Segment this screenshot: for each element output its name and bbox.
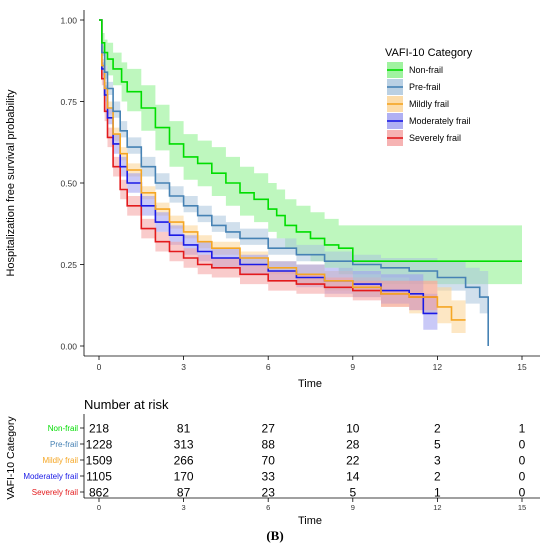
risk-cell: 22 <box>346 454 360 468</box>
risk-cell: 3 <box>434 454 441 468</box>
y-tick-label: 0.00 <box>60 342 77 352</box>
risk-cell: 70 <box>262 454 276 468</box>
risk-cell: 27 <box>262 422 276 436</box>
risk-row-label: Moderately frail <box>23 472 78 481</box>
risk-cell: 0 <box>519 470 526 484</box>
risk-cell: 1509 <box>86 454 113 468</box>
legend-label: Non-frail <box>409 65 443 75</box>
survival-curve-3 <box>99 19 438 315</box>
x-tick-label: 3 <box>181 362 186 372</box>
risk-x-tick-label: 12 <box>433 503 441 512</box>
risk-cell: 2 <box>434 470 441 484</box>
risk-cell: 88 <box>262 438 276 452</box>
legend-label: Moderately frail <box>409 116 471 126</box>
risk-cell: 0 <box>519 486 526 500</box>
legend: VAFI-10 Category Non-frail Pre-frail Mildl… <box>385 47 473 146</box>
risk-cell: 218 <box>89 422 109 436</box>
risk-cell: 10 <box>346 422 360 436</box>
risk-cell: 1228 <box>86 438 113 452</box>
x-tick-label: 9 <box>350 362 355 372</box>
x-tick-label: 6 <box>266 362 271 372</box>
risk-row-label: Pre-frail <box>50 440 78 449</box>
risk-cell: 170 <box>174 470 194 484</box>
risk-cell: 1 <box>519 422 526 436</box>
y-tick-label: 1.00 <box>60 16 77 26</box>
risk-row-label: Severely frail <box>32 488 78 497</box>
y-ticks: 0.00 0.25 0.50 0.75 1.00 <box>60 16 84 352</box>
risk-cell: 81 <box>177 422 191 436</box>
risk-cell: 862 <box>89 486 109 500</box>
survival-curve-2 <box>99 19 466 321</box>
risk-cell: 1 <box>434 486 441 500</box>
km-figure: 0.000.250.500.751.00 0 3 6 9 12 15 Time Hospi… <box>5 10 540 527</box>
risk-cell: 2 <box>434 422 441 436</box>
survival-curve-4 <box>99 19 438 298</box>
legend-label: Severely frail <box>409 133 461 143</box>
risk-cell: 313 <box>174 438 194 452</box>
risk-x-ticks: 0 3 6 9 12 15 <box>97 498 526 512</box>
risk-table-x-label: Time <box>298 515 322 527</box>
risk-cell: 266 <box>174 454 194 468</box>
legend-label: Pre-frail <box>409 82 441 92</box>
risk-row-label: Non-frail <box>48 424 78 433</box>
y-tick-label: 0.25 <box>60 260 77 270</box>
risk-cell: 14 <box>346 470 360 484</box>
risk-x-tick-label: 0 <box>97 503 101 512</box>
survival-curves <box>99 19 522 346</box>
risk-x-tick-label: 9 <box>351 503 355 512</box>
x-tick-label: 0 <box>97 362 102 372</box>
risk-x-tick-label: 6 <box>266 503 270 512</box>
x-axis-label: Time <box>298 378 322 390</box>
y-tick-label: 0.50 <box>60 179 77 189</box>
x-tick-label: 15 <box>517 362 527 372</box>
survival-curve-0 <box>99 19 522 263</box>
ci-band-4 <box>99 20 438 311</box>
y-tick-label: 0.75 <box>60 97 77 107</box>
risk-cell: 0 <box>519 438 526 452</box>
survival-plot: 0.00 0.25 0.50 0.75 1.00 0 3 6 9 12 15 Time Hospi… <box>5 10 540 390</box>
risk-table: Number at risk VAFI-10 Category Non-frai… <box>5 397 540 527</box>
risk-x-tick-label: 3 <box>182 503 186 512</box>
ci-band-1 <box>99 20 489 346</box>
y-axis-label: Hospitalization free survival probabilit… <box>5 89 17 277</box>
legend-label: Mildly frail <box>409 99 449 109</box>
risk-table-y-label: VAFI-10 Category <box>5 416 17 500</box>
x-tick-label: 12 <box>433 362 443 372</box>
risk-cell: 0 <box>519 454 526 468</box>
risk-cell: 28 <box>346 438 360 452</box>
legend-items: Non-frail Pre-frail Mildly frail Moderately… <box>387 62 471 146</box>
risk-cell: 1105 <box>86 470 112 484</box>
x-ticks: 0 3 6 9 12 15 <box>97 356 527 372</box>
survival-curve-1 <box>99 19 490 346</box>
risk-row-label: Mildly frail <box>42 456 78 465</box>
risk-cell: 5 <box>434 438 441 452</box>
legend-title: VAFI-10 Category <box>385 47 473 59</box>
risk-cell: 87 <box>177 486 191 500</box>
risk-cell: 5 <box>349 486 356 500</box>
figure-caption: (B) <box>266 528 284 543</box>
risk-cell: 23 <box>262 486 276 500</box>
risk-table-title: Number at risk <box>84 397 169 412</box>
risk-cell: 33 <box>262 470 276 484</box>
risk-x-tick-label: 15 <box>518 503 526 512</box>
